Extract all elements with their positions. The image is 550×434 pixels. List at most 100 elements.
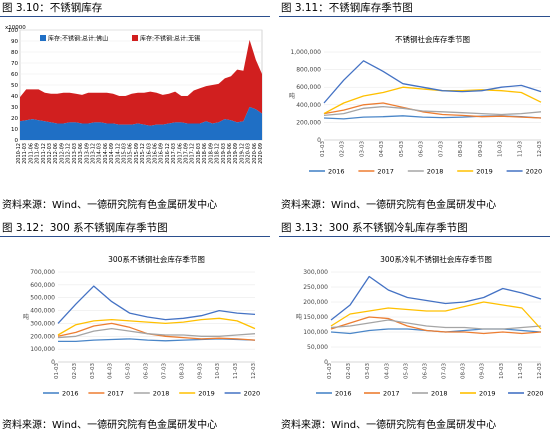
- legend-swatch: [132, 35, 138, 41]
- series-area-foshan: [20, 107, 262, 140]
- x-tick-label: 08-03: [458, 141, 464, 157]
- series-area-wuxi: [20, 39, 262, 126]
- x-tick-label: 11-03: [518, 363, 524, 379]
- x-tick-label: 06-03: [422, 363, 428, 379]
- x-tick-label: 09-03: [480, 363, 486, 379]
- source-note: 资料来源：Wind、一德研究院有色金属研发中心: [2, 200, 218, 211]
- x-tick-label: 2014-06: [103, 143, 109, 164]
- y-tick-label: 70: [11, 61, 18, 67]
- y-tick-label: 80: [11, 50, 18, 56]
- x-tick-label: 2019-12: [239, 143, 245, 164]
- x-tick-label: 02-03: [72, 363, 78, 379]
- x-tick-label: 2013-03: [72, 143, 78, 164]
- x-tick-label: 2014-12: [115, 143, 121, 164]
- series-line-2019: [57, 317, 256, 336]
- x-tick-label: 2019-06: [227, 143, 233, 164]
- x-tick-label: 12-03: [251, 363, 257, 379]
- y-tick-label: 200,000: [296, 119, 321, 126]
- y-tick-label: 1,000,000: [290, 49, 321, 56]
- chart-title: 300系冷轧不锈钢社会库存季节图: [380, 254, 492, 264]
- legend-label: 2017: [377, 168, 394, 176]
- legend-label: 2018: [431, 390, 448, 398]
- figure-3-13: 图 3.13：300 系不锈钢冷轧库存季节图 300系冷轧不锈钢社会库存季节图 0…: [279, 220, 550, 434]
- series-line-2016: [58, 338, 256, 343]
- x-tick-label: 2014-03: [97, 143, 103, 164]
- series-line-2018: [323, 105, 542, 117]
- legend-label: 2018: [427, 168, 444, 176]
- y-axis-label: 吨: [296, 313, 302, 321]
- legend-label: 2017: [107, 390, 124, 398]
- y-tick-label: 600,000: [30, 282, 55, 289]
- x-tick-label: 2016-09: [159, 143, 165, 164]
- legend-label: 2020: [526, 168, 543, 176]
- series-line-2019: [330, 301, 542, 330]
- source-note: 资料来源：Wind、一德研究院有色金属研发中心: [2, 420, 218, 431]
- x-tick-label: 2015-12: [140, 143, 146, 164]
- series-line-2020: [323, 60, 542, 104]
- y-tick-label: 0: [317, 137, 321, 144]
- x-tick-label: 02-03: [346, 363, 352, 379]
- figure-label: 图 3.12：300 系不锈钢库存季节图: [0, 220, 270, 237]
- legend-label: 2016: [328, 168, 345, 176]
- x-tick-label: 2013-09: [84, 143, 90, 164]
- x-tick-label: 2019-03: [221, 143, 227, 164]
- legend-label: 2016: [335, 390, 352, 398]
- x-tick-label: 2020-06: [252, 143, 258, 164]
- y-tick-label: 0: [51, 359, 55, 366]
- x-tick-label: 2015-09: [134, 143, 140, 164]
- legend-label: 2019: [479, 390, 496, 398]
- seasonal-line-chart: 不锈钢社会库存季节图 0 200,000 400,000 600,000 800,000 1…: [289, 34, 543, 176]
- x-tick-label: 2020-09: [258, 143, 264, 164]
- x-tick-label: 2018-03: [196, 143, 202, 164]
- x-tick-label: 03-03: [90, 363, 96, 379]
- y-tick-label: 600,000: [296, 84, 321, 91]
- source-note: 资料来源：Wind、一德研究院有色金属研发中心: [281, 200, 497, 211]
- legend-label: 2020: [527, 390, 544, 398]
- y-tick-label: 50: [11, 83, 18, 89]
- y-tick-label: 100,000: [303, 329, 328, 336]
- series-line-2020: [57, 285, 256, 324]
- x-tick-label: 03-03: [365, 363, 371, 379]
- x-tick-label: 07-03: [161, 363, 167, 379]
- y-tick-label: 30: [11, 105, 18, 111]
- x-tick-label: 04-03: [108, 363, 114, 379]
- x-tick-label: 09-03: [478, 141, 484, 157]
- y-tick-label: 0: [324, 359, 328, 366]
- series-line-2017: [323, 102, 542, 119]
- y-tick-label: 300,000: [303, 269, 328, 276]
- x-tick-label: 2019-09: [233, 143, 239, 164]
- series-line-2017: [330, 316, 542, 335]
- chart-title: 不锈钢社会库存季节图: [395, 34, 470, 44]
- y-axis-label: 吨: [23, 313, 29, 321]
- y-tick-label: 20: [11, 116, 18, 122]
- y-tick-label: 500,000: [30, 295, 55, 302]
- series-line-2018: [57, 327, 256, 339]
- x-tick-label: 2012-03: [47, 143, 53, 164]
- legend-label: 2017: [383, 390, 400, 398]
- x-tick-label: 2010-12: [16, 143, 22, 164]
- x-tick-label: 2017-09: [184, 143, 190, 164]
- legend-label: 2016: [62, 390, 79, 398]
- x-tick-label: 11-03: [233, 363, 239, 379]
- figure-3-12: 图 3.12：300 系不锈钢库存季节图 300系不锈钢社会库存季节图 0 100,…: [0, 220, 270, 434]
- x-tick-label: 07-03: [442, 363, 448, 379]
- x-tick-label: 2011-09: [35, 143, 41, 164]
- x-tick-label: 2011-12: [41, 143, 47, 164]
- x-tick-label: 12-03: [537, 141, 543, 157]
- x-tick-label: 2013-06: [78, 143, 84, 164]
- figure-3-10: 图 3.10：不锈钢库存 0 10 20 30 40 50 60 70 80 90 100 x1000…: [0, 0, 270, 214]
- legend-label: 2019: [198, 390, 215, 398]
- x-tick-label: 2016-12: [165, 143, 171, 164]
- x-tick-label: 12-03: [537, 363, 543, 379]
- x-tick-label: 10-03: [499, 363, 505, 379]
- x-tick-label: 2013-12: [90, 143, 96, 164]
- y-tick-label: 150,000: [303, 314, 328, 321]
- y-tick-label: 200,000: [30, 333, 55, 340]
- figure-label: 图 3.10：不锈钢库存: [0, 0, 270, 17]
- y-tick-label: 60: [11, 72, 18, 78]
- x-tick-label: 11-03: [517, 141, 523, 157]
- legend-label: 2020: [244, 390, 261, 398]
- legend-label: 库存:不锈钢:总计:无锡: [140, 35, 200, 43]
- y-tick-label: 250,000: [303, 284, 328, 291]
- y-tick-label: 40: [11, 94, 18, 100]
